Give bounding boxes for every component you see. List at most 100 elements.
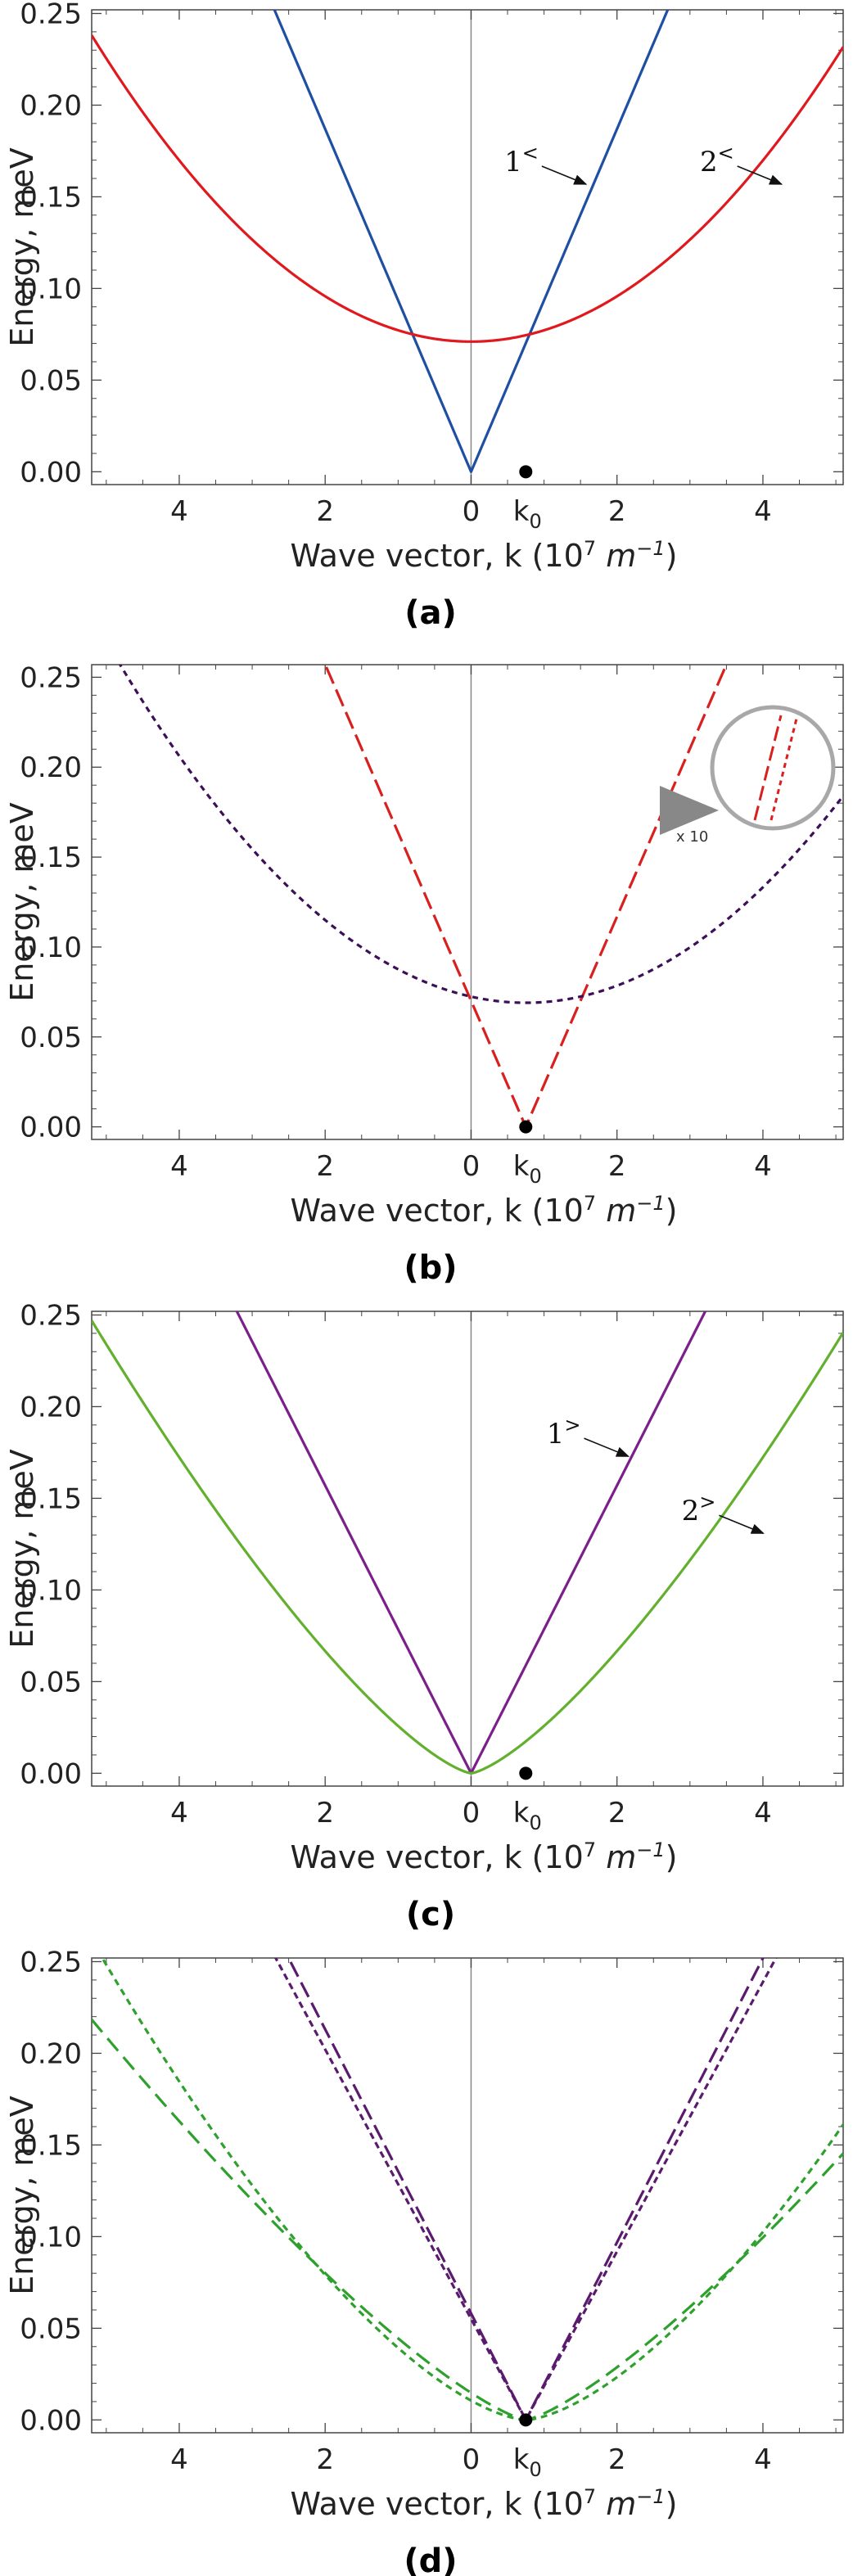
x-axis-label-units: (10 [532, 1193, 584, 1229]
zoom-inset-circle [710, 705, 836, 831]
x-axis-label-space [596, 538, 606, 574]
x-tick-label: 4 [754, 495, 772, 528]
k0-label: k0 [513, 495, 542, 533]
y-tick-label: 0.25 [20, 0, 82, 30]
y-tick-label: 0.15 [20, 2129, 82, 2162]
y-tick-label: 0.00 [20, 456, 82, 489]
x-tick-label: 4 [170, 2443, 188, 2476]
chart-panel-2: 0.00 0.05 0.10 0.15 0.20 0.25 4 2 0 2 4 k0 x 10 Energ… [4, 661, 844, 1287]
x-axis-label-main: Wave vector, k [291, 2486, 532, 2522]
curve-annotation-superscript: > [699, 1491, 715, 1514]
curve-annotation-number: 1 [547, 1418, 565, 1450]
x-tick-label: 2 [316, 1150, 334, 1183]
curve-annotation-label: 1< [504, 142, 539, 178]
y-tick-label: 0.20 [20, 1391, 82, 1423]
annotation-arrow [584, 1437, 630, 1457]
x-tick-label: 4 [170, 1797, 188, 1829]
curve-annotation-label: 1> [547, 1414, 581, 1450]
annotation-arrow [719, 1514, 765, 1534]
annotation-arrow [737, 165, 783, 185]
k0-symbol: k [513, 1797, 530, 1829]
y-tick-label: 0.00 [20, 1757, 82, 1790]
y-tick-label: 0.05 [20, 1666, 82, 1699]
x-axis-label-unit-m: m [606, 1839, 636, 1875]
x-tick-label: 2 [316, 1797, 334, 1829]
k0-symbol: k [513, 1150, 530, 1183]
series-line [273, 10, 670, 473]
y-tick-label: 0.15 [20, 1482, 82, 1515]
curve-annotation-superscript: > [564, 1414, 580, 1437]
x-tick-label: 2 [608, 495, 626, 528]
y-tick-label: 0.20 [20, 751, 82, 784]
k0-marker-dot [519, 1766, 533, 1780]
x-axis-label-space [596, 2486, 606, 2522]
k0-marker-dot [519, 1120, 533, 1134]
x-axis-label-unit-m: m [606, 538, 636, 574]
curve-annotation-superscript: < [718, 142, 734, 165]
x-axis-label-main: Wave vector, k [291, 1839, 532, 1875]
zoom-inset: x 10 [660, 705, 836, 846]
k0-subscript: 0 [530, 510, 542, 533]
series-line [118, 665, 843, 1004]
x-axis-label: Wave vector, k (107 m−1) [291, 1838, 678, 1875]
y-tick-label: 0.20 [20, 89, 82, 122]
x-tick-label: 0 [463, 2443, 481, 2476]
y-tick-label: 0.20 [20, 2037, 82, 2070]
x-tick-label: 4 [170, 495, 188, 528]
plot-frame [91, 1311, 844, 1787]
y-tick-label: 0.25 [20, 661, 82, 694]
x-axis-label-unit-exponent: −1 [636, 2485, 665, 2508]
x-tick-label: 4 [170, 1150, 188, 1183]
curve-annotation-number: 2 [700, 146, 718, 178]
panel-label: (d) [404, 2542, 457, 2576]
x-tick-label: 0 [463, 1150, 481, 1183]
series-group [92, 1958, 843, 2421]
x-tick-label: 4 [754, 1797, 772, 1829]
x-axis-label-close: ) [666, 538, 678, 574]
zoom-inset-line-long-dash [753, 715, 783, 821]
series-group [118, 665, 843, 1129]
x-tick-label: 2 [608, 2443, 626, 2476]
x-tick-label: 4 [754, 2443, 772, 2476]
x-axis-label: Wave vector, k (107 m−1) [291, 537, 678, 574]
plot-frame [91, 9, 844, 485]
k0-label: k0 [513, 2443, 542, 2481]
x-axis-label-units: (10 [532, 538, 584, 574]
x-axis-label-main: Wave vector, k [291, 1193, 532, 1229]
x-axis-label-units: (10 [532, 1839, 584, 1875]
x-axis-label-close: ) [666, 1193, 678, 1229]
x-tick-label: 0 [463, 1797, 481, 1829]
chart-panel-3: 0.000.050.100.150.200.254 2 0 2 4k01>2>Energ… [4, 1299, 844, 1933]
x-axis-label-space [596, 1839, 606, 1875]
k0-subscript: 0 [530, 2458, 542, 2481]
x-axis-label-exponent: 7 [584, 1192, 596, 1215]
y-tick-label: 0.00 [20, 1112, 82, 1144]
k0-marker-dot [519, 465, 533, 479]
y-tick-label: 0.00 [20, 2404, 82, 2437]
y-axis-label: Energy, meV [4, 2096, 40, 2295]
y-tick-label: 0.25 [20, 1946, 82, 1978]
y-tick-label: 0.05 [20, 2312, 82, 2345]
x-axis-label-close: ) [666, 2486, 678, 2522]
x-tick-label: 2 [316, 2443, 334, 2476]
curve-annotation-label: 2< [700, 142, 734, 178]
series-line [323, 665, 729, 1129]
x-axis-label-exponent: 7 [584, 2485, 596, 2508]
y-tick-label: 0.15 [20, 181, 82, 214]
x-tick-label: 0 [463, 495, 481, 528]
x-axis-label-close: ) [666, 1839, 678, 1875]
x-tick-label: 2 [608, 1150, 626, 1183]
series-group [92, 10, 843, 473]
panel-label: (c) [406, 1896, 455, 1933]
y-tick-label: 0.10 [20, 1574, 82, 1607]
curve-annotation-superscript: < [522, 142, 539, 165]
y-tick-label: 0.15 [20, 841, 82, 874]
series-line [101, 1958, 843, 2421]
panel-label: (b) [404, 1249, 457, 1287]
annotation-arrow [541, 165, 588, 185]
y-tick-label: 0.05 [20, 1022, 82, 1054]
zoom-inset-lines [753, 715, 799, 821]
x-axis-label-exponent: 7 [584, 537, 596, 560]
